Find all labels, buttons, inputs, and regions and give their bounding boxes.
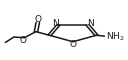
Text: O: O <box>20 36 27 45</box>
Text: O: O <box>70 40 76 49</box>
Text: N: N <box>52 19 59 28</box>
Text: O: O <box>34 15 41 24</box>
Text: NH$_2$: NH$_2$ <box>106 31 125 43</box>
Text: N: N <box>87 19 94 28</box>
